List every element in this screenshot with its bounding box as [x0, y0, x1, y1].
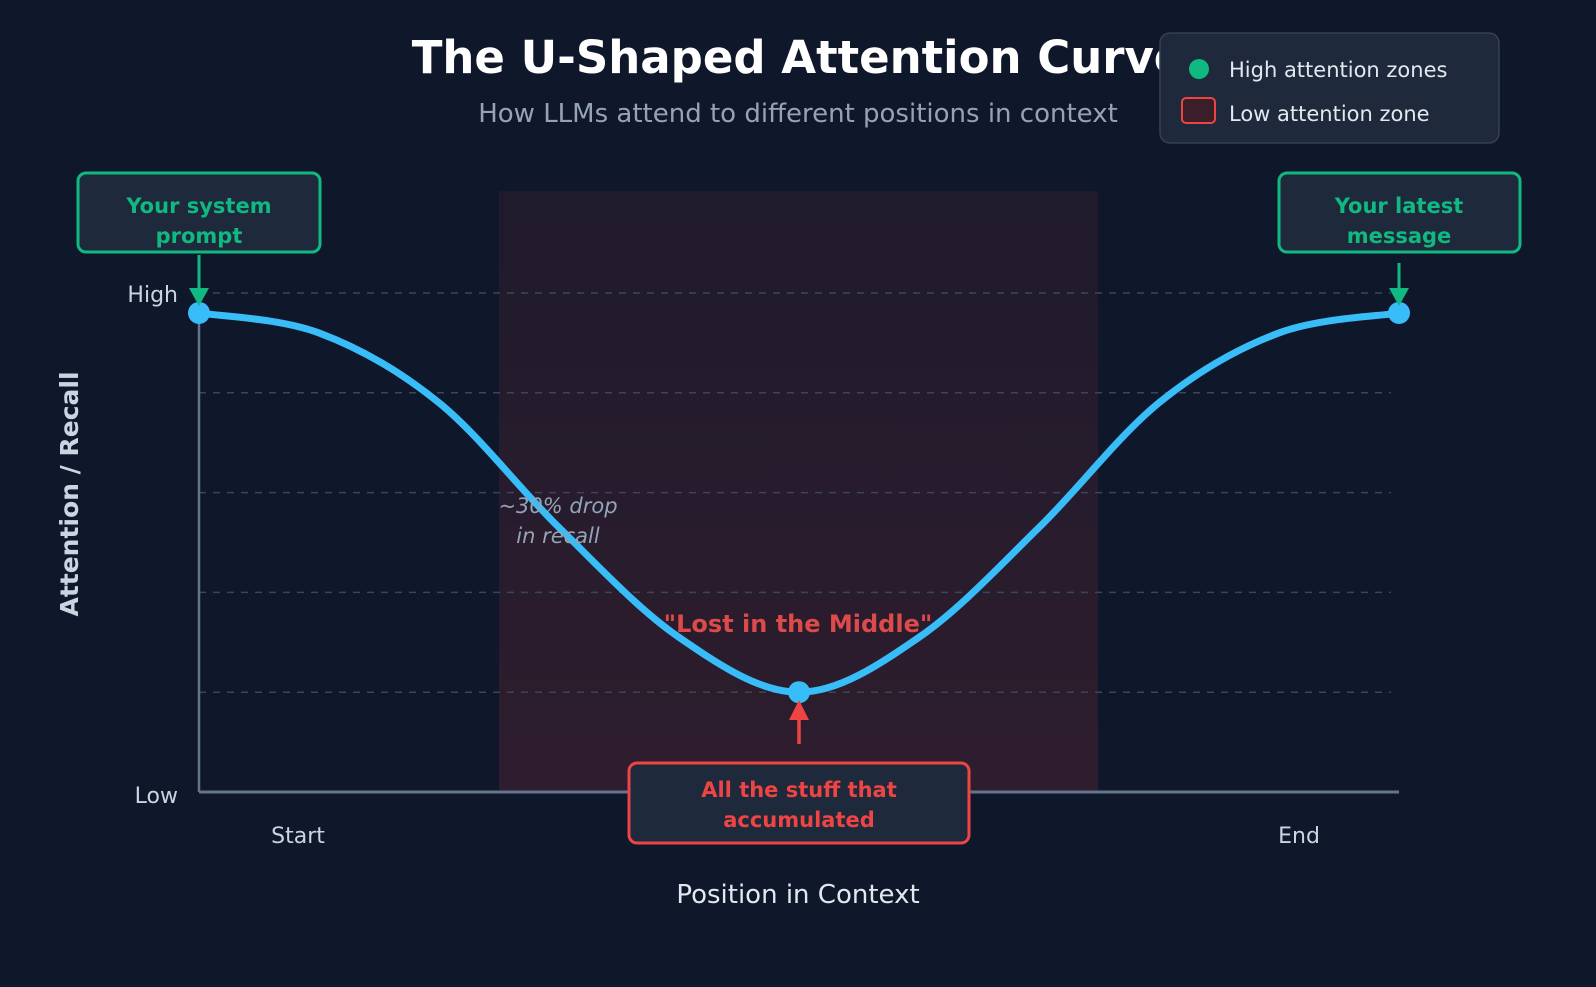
drop-note-line-2: in recall	[516, 524, 600, 548]
chart-title: The U-Shaped Attention Curve	[412, 31, 1185, 84]
gridlines	[199, 292, 1391, 693]
legend-low-label: Low attention zone	[1229, 102, 1430, 126]
y-axis-label: Attention / Recall	[55, 371, 84, 616]
curve-point	[788, 681, 810, 704]
system-prompt-line-1: Your system	[125, 194, 271, 218]
x-tick-start: Start	[271, 824, 325, 849]
latest-message-line-2: message	[1347, 224, 1452, 248]
end-arrow	[1389, 263, 1409, 306]
accumulated-line-2: accumulated	[723, 808, 875, 832]
y-tick-high: High	[127, 283, 178, 308]
legend-high-label: High attention zones	[1229, 58, 1447, 82]
latest-message-line-1: Your latest	[1334, 194, 1464, 218]
lost-in-middle-label: "Lost in the Middle"	[664, 610, 933, 638]
legend-low-marker	[1181, 97, 1216, 124]
curve-point	[1388, 301, 1410, 324]
middle-arrow	[789, 700, 809, 744]
system-prompt-box: Your system prompt	[76, 171, 322, 254]
latest-message-box: Your latest message	[1277, 171, 1522, 254]
x-tick-end: End	[1278, 824, 1320, 849]
legend: High attention zones Low attention zone	[1159, 32, 1500, 144]
accumulated-line-1: All the stuff that	[701, 778, 897, 802]
y-tick-low: Low	[135, 784, 178, 809]
curve-points	[188, 301, 1410, 704]
start-arrow	[189, 255, 209, 306]
chart-subtitle: How LLMs attend to different positions i…	[478, 99, 1118, 129]
legend-high-marker	[1189, 59, 1209, 79]
drop-note-line-1: ~30% drop	[498, 494, 617, 518]
accumulated-box: All the stuff that accumulated	[627, 761, 971, 845]
curve-point	[188, 301, 210, 324]
x-axis-label: Position in Context	[676, 880, 919, 910]
system-prompt-line-2: prompt	[156, 224, 243, 248]
